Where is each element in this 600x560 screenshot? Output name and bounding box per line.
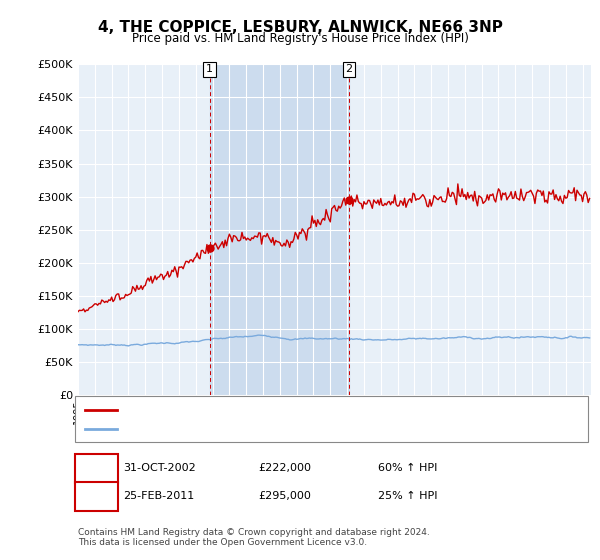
Text: 4, THE COPPICE, LESBURY, ALNWICK, NE66 3NP (detached house): 4, THE COPPICE, LESBURY, ALNWICK, NE66 3… <box>121 405 464 415</box>
Text: 4, THE COPPICE, LESBURY, ALNWICK, NE66 3NP: 4, THE COPPICE, LESBURY, ALNWICK, NE66 3… <box>98 20 502 35</box>
Text: 60% ↑ HPI: 60% ↑ HPI <box>378 463 437 473</box>
Text: 25% ↑ HPI: 25% ↑ HPI <box>378 491 437 501</box>
Text: 1: 1 <box>92 461 101 474</box>
Text: HPI: Average price, detached house, Northumberland: HPI: Average price, detached house, Nort… <box>121 423 400 433</box>
Text: £295,000: £295,000 <box>258 491 311 501</box>
Text: Price paid vs. HM Land Registry's House Price Index (HPI): Price paid vs. HM Land Registry's House … <box>131 32 469 45</box>
Text: 2: 2 <box>92 489 101 502</box>
Text: 25-FEB-2011: 25-FEB-2011 <box>123 491 194 501</box>
Text: 1: 1 <box>206 64 213 74</box>
Text: Contains HM Land Registry data © Crown copyright and database right 2024.
This d: Contains HM Land Registry data © Crown c… <box>78 528 430 548</box>
Text: £222,000: £222,000 <box>258 463 311 473</box>
Text: 2: 2 <box>346 64 353 74</box>
Text: 31-OCT-2002: 31-OCT-2002 <box>123 463 196 473</box>
Bar <box>209 64 349 395</box>
